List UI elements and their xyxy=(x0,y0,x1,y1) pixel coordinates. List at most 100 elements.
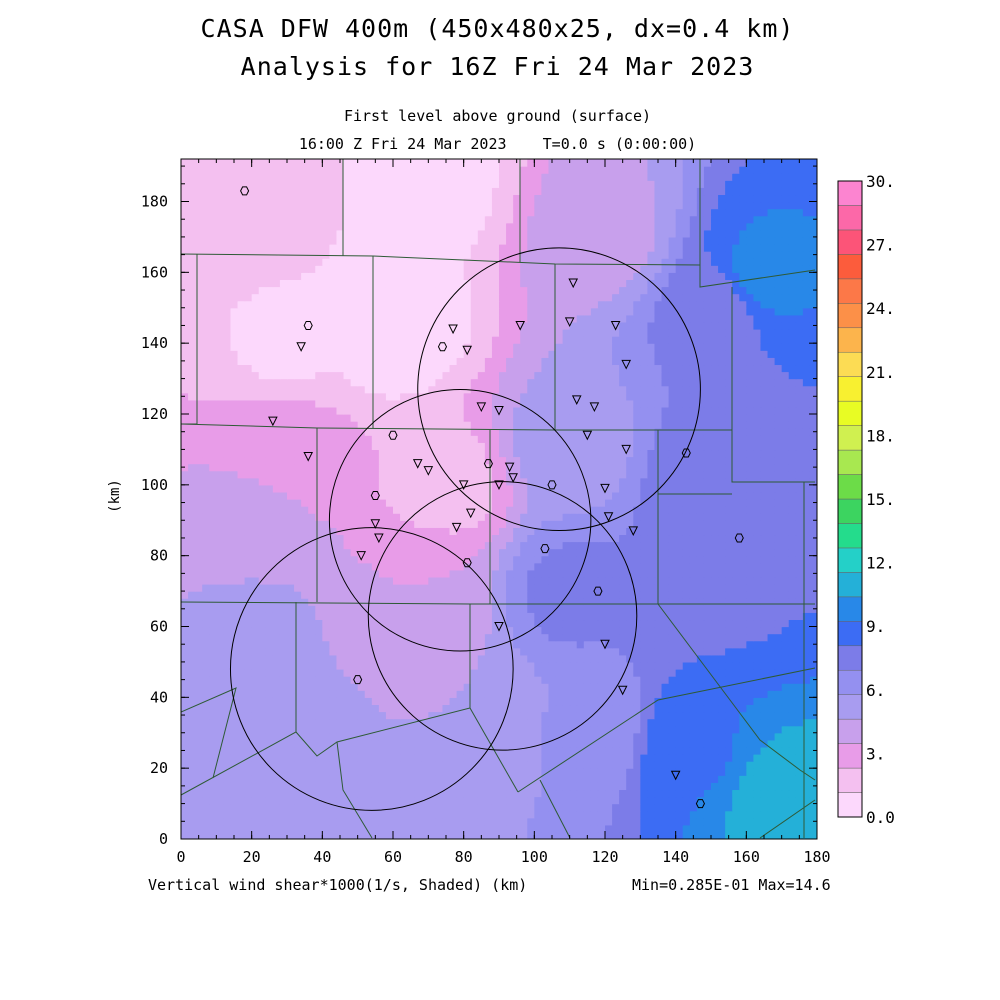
field-cell xyxy=(640,541,648,550)
field-cell xyxy=(449,541,458,550)
field-cell xyxy=(809,562,817,571)
field-cell xyxy=(661,683,670,691)
field-cell xyxy=(739,775,747,783)
field-cell xyxy=(711,619,719,628)
field-cell xyxy=(230,718,239,727)
field-cell xyxy=(371,555,380,564)
field-cell xyxy=(371,640,380,649)
field-cell xyxy=(703,541,712,550)
field-cell xyxy=(739,491,747,500)
field-cell xyxy=(774,576,783,585)
field-cell xyxy=(195,796,203,805)
field-cell xyxy=(647,612,656,621)
field-cell xyxy=(689,491,698,500)
field-cell xyxy=(202,477,210,486)
field-cell xyxy=(244,647,253,656)
field-cell xyxy=(393,690,401,698)
field-cell xyxy=(774,817,783,826)
field-cell xyxy=(499,803,507,812)
field-cell xyxy=(216,704,224,713)
field-cell xyxy=(725,683,733,691)
field-cell xyxy=(675,796,684,805)
field-cell xyxy=(499,491,507,500)
field-cell xyxy=(619,584,627,592)
field-cell xyxy=(223,669,232,677)
field-cell xyxy=(654,683,663,691)
field-cell xyxy=(696,619,705,628)
field-cell xyxy=(746,591,754,599)
field-cell xyxy=(590,633,599,642)
field-cell xyxy=(244,775,253,783)
field-cell xyxy=(216,782,224,791)
field-cell xyxy=(308,633,316,642)
field-cell xyxy=(513,562,521,571)
field-cell xyxy=(477,477,486,486)
field-cell xyxy=(696,761,705,769)
field-cell xyxy=(668,527,677,536)
field-cell xyxy=(689,690,698,698)
field-cell xyxy=(350,548,359,557)
field-cell xyxy=(802,669,811,677)
field-cell xyxy=(739,782,747,791)
field-cell xyxy=(647,477,656,486)
field-cell xyxy=(689,768,698,776)
field-cell xyxy=(350,576,359,585)
field-cell xyxy=(279,633,288,642)
field-cell xyxy=(555,562,564,571)
field-cell xyxy=(449,449,458,458)
field-cell xyxy=(718,449,726,458)
field-cell xyxy=(315,520,323,528)
field-cell xyxy=(703,782,712,791)
field-cell xyxy=(576,626,585,635)
field-cell xyxy=(548,676,557,684)
field-cell xyxy=(555,803,564,812)
field-cell xyxy=(569,824,578,833)
field-cell xyxy=(258,683,267,691)
field-cell xyxy=(188,803,196,812)
field-cell xyxy=(244,810,253,819)
field-cell xyxy=(421,810,429,819)
field-cell xyxy=(336,555,345,564)
field-cell xyxy=(668,654,677,663)
field-cell xyxy=(753,711,762,720)
field-cell xyxy=(760,470,769,479)
field-cell xyxy=(732,831,740,839)
field-cell xyxy=(202,739,210,748)
field-cell xyxy=(223,824,232,833)
field-cell xyxy=(449,654,458,663)
field-cell xyxy=(619,739,627,748)
field-cell xyxy=(393,612,401,621)
field-cell xyxy=(520,499,528,507)
field-cell xyxy=(202,683,210,691)
field-cell xyxy=(725,562,733,571)
field-cell xyxy=(428,746,436,755)
field-cell xyxy=(562,661,571,670)
field-cell xyxy=(746,697,754,706)
field-cell xyxy=(428,654,436,663)
field-cell xyxy=(696,831,705,839)
field-cell xyxy=(251,718,260,727)
field-cell xyxy=(308,803,316,812)
field-cell xyxy=(605,739,613,748)
field-cell xyxy=(279,739,288,748)
field-cell xyxy=(739,810,747,819)
field-cell xyxy=(357,761,366,769)
field-cell xyxy=(534,789,542,798)
field-cell xyxy=(619,576,627,585)
field-cell xyxy=(251,491,260,500)
field-cell xyxy=(668,775,677,783)
field-cell xyxy=(357,491,366,500)
field-cell xyxy=(308,669,316,677)
field-cell xyxy=(463,619,472,628)
field-cell xyxy=(393,704,401,713)
field-cell xyxy=(576,598,585,606)
field-cell xyxy=(802,824,811,833)
field-cell xyxy=(322,555,330,564)
field-cell xyxy=(188,576,196,585)
field-cell xyxy=(689,605,698,613)
field-cell xyxy=(336,576,345,585)
field-cell xyxy=(258,612,267,621)
field-cell xyxy=(569,591,578,599)
field-cell xyxy=(576,640,585,649)
field-cell xyxy=(428,534,436,543)
